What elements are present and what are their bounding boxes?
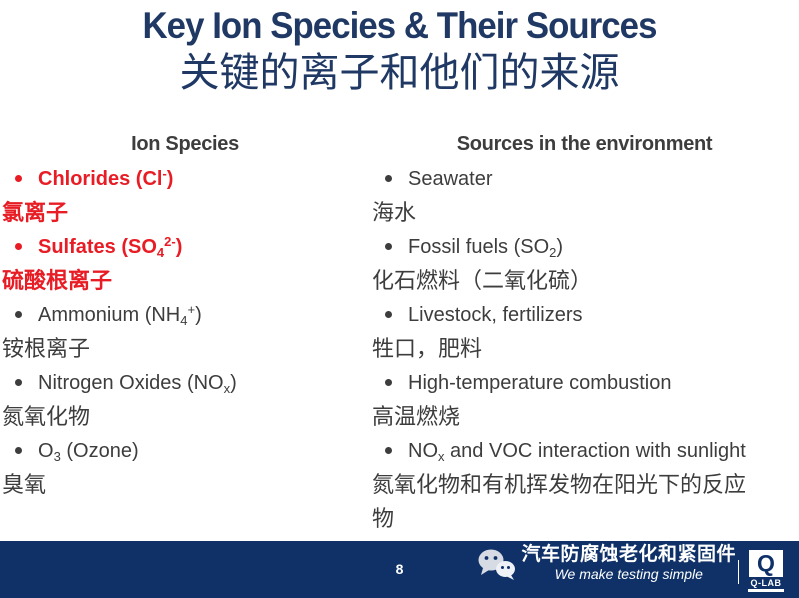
bullet-icon [385, 311, 392, 318]
list-item: 化石燃料（二氧化硫） [370, 264, 765, 298]
list-item-text: 氮氧化物和有机挥发物在阳光下的反应物 [372, 472, 747, 531]
list-item: 氮氧化物和有机挥发物在阳光下的反应物 [370, 468, 765, 536]
list-item-text: Nitrogen Oxides (NOx) [38, 372, 237, 396]
list-item-text: Livestock, fertilizers [408, 304, 583, 326]
column-header-ion-species: Ion Species [131, 133, 239, 155]
bullet-icon [15, 311, 22, 318]
list-item: 海水 [370, 196, 765, 230]
list-item: Nitrogen Oxides (NOx) [0, 366, 370, 400]
list-item: High-temperature combustion [370, 366, 799, 400]
footer-divider [738, 560, 739, 584]
list-item: 铵根离子 [0, 332, 370, 366]
list-item-text: 化石燃料（二氧化硫） [372, 268, 593, 293]
list-item: Chlorides (Cl-) [0, 162, 370, 196]
list-item: Fossil fuels (SO2) [370, 230, 799, 264]
list-item: NOx and VOC interaction with sunlight [370, 434, 799, 468]
list-item: Seawater [370, 162, 799, 196]
list-item-text: Fossil fuels (SO2) [408, 236, 564, 260]
qlab-logo: Q Q-LAB [745, 550, 787, 592]
two-column-content: Ion Species Chlorides (Cl-) 氯离子 Sulfates (S… [0, 126, 799, 536]
qlab-logo-q-icon: Q [749, 550, 783, 577]
list-item-text: 海水 [372, 200, 417, 225]
bullet-icon [385, 175, 392, 182]
bullet-icon [15, 379, 22, 386]
list-item-text: 牲口，肥料 [372, 336, 483, 361]
list-item: 高温燃烧 [370, 400, 765, 434]
bullet-icon [15, 243, 22, 250]
list-item: 牲口，肥料 [370, 332, 765, 366]
list-item-text: High-temperature combustion [408, 372, 672, 394]
list-item: 氯离子 [0, 196, 370, 230]
list-item: 氮氧化物 [0, 400, 370, 434]
list-item: Sulfates (SO42-) [0, 230, 370, 264]
wechat-channel-name: 汽车防腐蚀老化和紧固件 [521, 544, 736, 565]
qlab-logo-label: Q-LAB [750, 578, 782, 588]
footer-bar: 8 汽车防腐蚀老化和紧固件 We make testing simple Q Q… [0, 541, 799, 598]
list-item-text: 氯离子 [2, 200, 69, 225]
list-item-text: Ammonium (NH4+) [38, 302, 202, 328]
list-item-text: 硫酸根离子 [2, 268, 113, 293]
slide-title-block: Key Ion Species & Their Sources 关键的离子和他们… [0, 0, 799, 98]
column-ion-species: Ion Species Chlorides (Cl-) 氯离子 Sulfates (S… [0, 126, 370, 536]
slide-title-chinese: 关键的离子和他们的来源 [179, 50, 620, 95]
list-item-text: Chlorides (Cl-) [38, 166, 174, 190]
list-item: 硫酸根离子 [0, 264, 370, 298]
bullet-icon [15, 447, 22, 454]
list-item: O3 (Ozone) [0, 434, 370, 468]
slide-title-english: Key Ion Species & Their Sources [142, 5, 657, 46]
list-item: Livestock, fertilizers [370, 298, 799, 332]
list-item-text: NOx and VOC interaction with sunlight [408, 440, 746, 464]
list-item-text: 氮氧化物 [2, 404, 91, 429]
bullet-icon [385, 447, 392, 454]
wechat-icon [478, 549, 516, 580]
list-item-text: Sulfates (SO42-) [38, 234, 183, 260]
list-item: 臭氧 [0, 468, 370, 502]
list-item-text: 臭氧 [2, 472, 47, 497]
list-item: Ammonium (NH4+) [0, 298, 370, 332]
company-tagline: We make testing simple [554, 566, 703, 582]
list-item-text: 高温燃烧 [372, 404, 461, 429]
bullet-icon [15, 175, 22, 182]
qlab-logo-underline [748, 589, 784, 592]
list-item-text: Seawater [408, 168, 493, 190]
page-number: 8 [395, 561, 404, 577]
list-item-text: 铵根离子 [2, 336, 91, 361]
list-item-text: O3 (Ozone) [38, 440, 139, 464]
bullet-icon [385, 379, 392, 386]
footer-text-block: 汽车防腐蚀老化和紧固件 We make testing simple [521, 544, 736, 582]
column-header-sources-in-environment: Sources in the environment [456, 133, 713, 155]
footer-branding: 汽车防腐蚀老化和紧固件 We make testing simple Q Q-L… [477, 544, 787, 592]
column-sources-in-environment: Sources in the environment Seawater 海水 Foss… [370, 126, 799, 536]
bullet-icon [385, 243, 392, 250]
